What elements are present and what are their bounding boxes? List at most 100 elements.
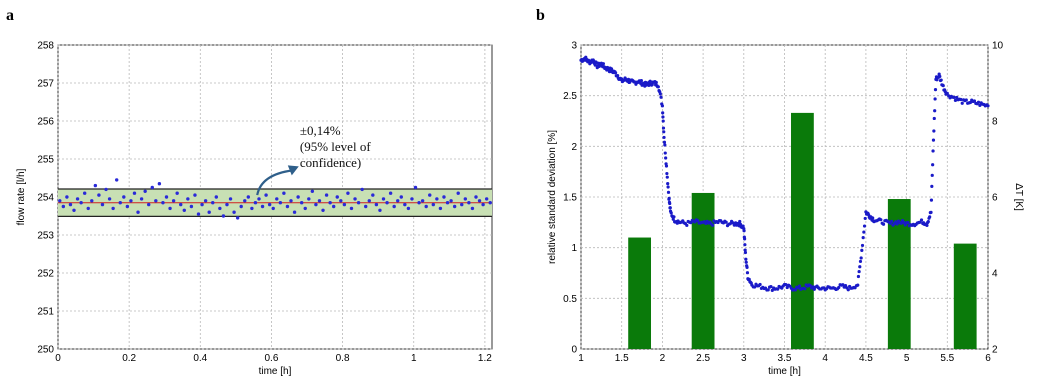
data-point-a xyxy=(90,199,94,203)
data-point-a xyxy=(488,201,492,205)
data-point-a xyxy=(307,197,311,201)
dT-point xyxy=(784,282,788,287)
y-tick-label-b: 2.5 xyxy=(563,91,577,102)
dT-point xyxy=(895,222,899,226)
dT-point xyxy=(867,213,871,217)
dT-point xyxy=(743,248,747,252)
dT-point xyxy=(812,287,816,291)
data-point-a xyxy=(243,199,247,203)
dT-point xyxy=(666,181,670,186)
data-point-a xyxy=(378,208,382,212)
dT-point xyxy=(661,119,665,123)
y2-tick-label-b: 8 xyxy=(992,117,998,128)
data-point-a xyxy=(271,206,275,211)
y-tick-label-b: 3 xyxy=(571,41,577,52)
dT-point xyxy=(841,283,845,287)
x-tick-label-b: 6 xyxy=(985,353,991,364)
dT-point xyxy=(978,103,982,108)
data-point-a xyxy=(58,199,62,203)
data-point-a xyxy=(424,204,428,209)
data-point-a xyxy=(282,191,286,195)
data-point-a xyxy=(385,201,389,205)
annotation-text: confidence) xyxy=(300,155,361,170)
dT-point xyxy=(616,74,620,78)
dT-point xyxy=(601,62,605,66)
data-point-a xyxy=(321,208,325,212)
dT-point xyxy=(743,250,748,255)
data-point-a xyxy=(79,201,83,205)
y-tick-label-b: 0 xyxy=(571,345,577,356)
dT-point xyxy=(939,78,943,82)
dT-point xyxy=(902,220,906,225)
dT-point xyxy=(860,248,864,252)
dT-point xyxy=(671,217,675,221)
data-point-a xyxy=(474,195,478,199)
data-point-a xyxy=(129,199,133,203)
dT-point xyxy=(906,221,910,225)
x-tick-label-a: 1 xyxy=(411,353,417,364)
data-point-a xyxy=(442,195,446,199)
x-tick-label-b: 3.5 xyxy=(778,353,792,364)
data-point-a xyxy=(61,204,66,209)
dT-point xyxy=(658,92,662,96)
y-tick-label-a: 250 xyxy=(37,345,54,356)
data-point-a xyxy=(289,199,293,203)
data-point-a xyxy=(460,202,464,207)
chart-a: 0 0.2 0.4 0.6 0.8 1 1.2 250 251 252 253 254 255 256 25… xyxy=(16,41,493,377)
panel-label-b: b xyxy=(536,7,545,24)
data-point-a xyxy=(367,199,371,203)
data-point-a xyxy=(147,202,151,207)
chart-b: 1 1.5 2 2.5 3 3.5 4 4.5 5 5.5 6 0 0.5 1 1.5 2 2.5 3 2 4 6 8 10… xyxy=(547,41,1024,378)
data-point-a xyxy=(143,189,147,193)
bar xyxy=(691,192,715,349)
data-point-a xyxy=(65,195,69,199)
data-point-a xyxy=(360,187,364,192)
x-tick-label-a: 0.2 xyxy=(122,353,136,364)
data-point-a xyxy=(168,206,172,211)
data-point-a xyxy=(381,197,386,201)
x-tick-label-b: 1.5 xyxy=(615,353,629,364)
dT-point xyxy=(666,185,670,189)
dT-point xyxy=(858,259,863,264)
data-point-a xyxy=(189,204,194,209)
dT-point xyxy=(856,283,860,287)
dT-point xyxy=(696,218,700,223)
data-point-a xyxy=(218,206,222,211)
data-point-a xyxy=(317,199,322,203)
data-point-a xyxy=(403,202,407,207)
dT-point xyxy=(793,288,797,292)
y2-tick-label-b: 2 xyxy=(992,345,998,356)
y-axis-label-a: flow rate [l/h] xyxy=(16,168,27,225)
dT-point xyxy=(656,85,660,89)
dT-point xyxy=(811,285,815,289)
dT-point xyxy=(931,163,935,167)
dT-point xyxy=(654,80,658,85)
data-point-a xyxy=(310,189,315,193)
dT-point xyxy=(758,282,762,287)
x-tick-label-b: 4.5 xyxy=(859,353,873,364)
y-tick-label-a: 255 xyxy=(37,155,54,166)
data-point-a xyxy=(371,193,375,197)
dT-point xyxy=(899,221,903,225)
dT-point xyxy=(665,175,669,179)
dT-point xyxy=(639,79,643,83)
dT-point xyxy=(860,243,865,248)
dT-point xyxy=(742,229,746,233)
dT-point xyxy=(929,210,933,214)
data-point-a xyxy=(435,197,439,201)
dT-point xyxy=(862,230,866,234)
dT-point xyxy=(650,82,654,87)
dT-point xyxy=(662,135,666,140)
dT-point xyxy=(724,220,728,224)
annotation-text: (95% level of xyxy=(300,139,371,154)
y-tick-label-b: 1.5 xyxy=(563,193,577,204)
data-point-a xyxy=(374,202,379,207)
data-point-a xyxy=(396,199,400,203)
data-point-a xyxy=(250,206,254,211)
data-point-a xyxy=(364,204,368,209)
data-point-a xyxy=(164,195,169,199)
dT-point xyxy=(661,111,665,115)
dT-point xyxy=(668,206,672,210)
data-point-a xyxy=(221,214,226,218)
data-point-a xyxy=(68,202,73,207)
